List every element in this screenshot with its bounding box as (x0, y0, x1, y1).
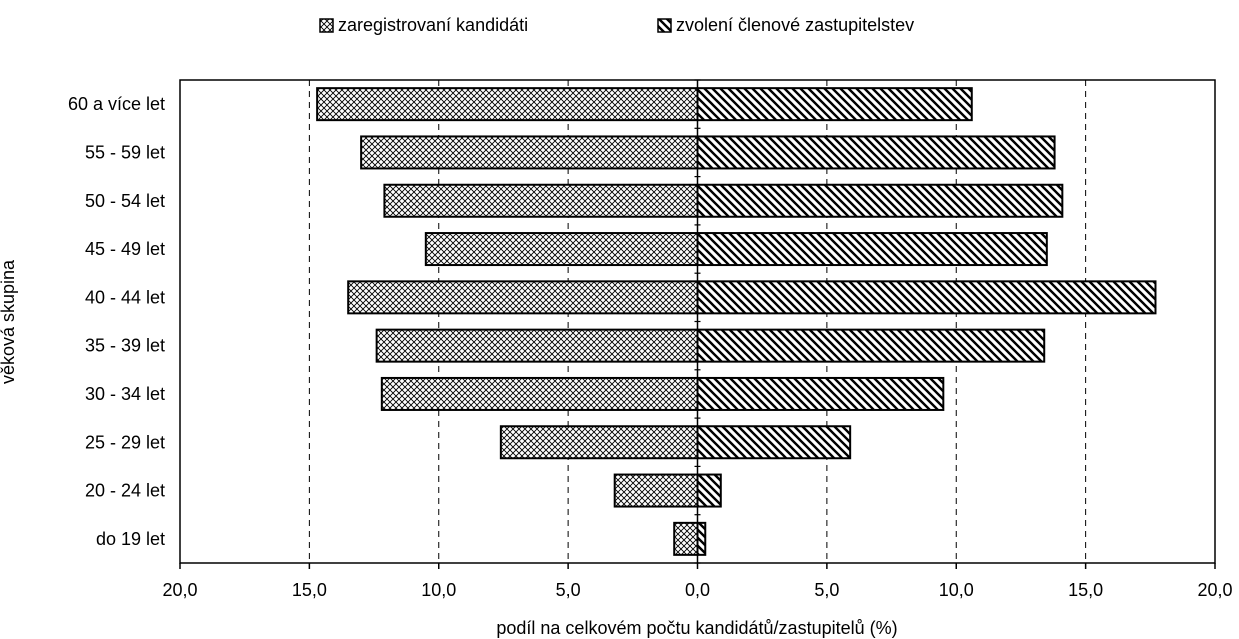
bar-elected-6 (696, 376, 945, 411)
bar-registered-9 (673, 521, 699, 556)
bar-registered-7 (499, 425, 699, 460)
bar-elected-1 (696, 135, 1056, 170)
bar-elected-7 (696, 425, 852, 460)
x-tick-label: 0,0 (685, 580, 710, 600)
y-category-label: 50 - 54 let (85, 191, 165, 211)
x-tick-label: 5,0 (556, 580, 581, 600)
x-tick-label: 15,0 (292, 580, 327, 600)
bars (316, 87, 1157, 556)
bar-registered-4 (347, 280, 699, 315)
y-category-label: 55 - 59 let (85, 142, 165, 162)
y-category-label: 35 - 39 let (85, 336, 165, 356)
legend-label-registered: zaregistrovaní kandidáti (338, 15, 528, 35)
legend: zaregistrovaní kandidáti zvolení členové… (319, 15, 914, 35)
y-category-label: 60 a více let (68, 94, 165, 114)
y-category-label: 40 - 44 let (85, 287, 165, 307)
bar-elected-9 (696, 521, 707, 556)
tick-labels: 20,0 15,0 10,0 5,0 0,0 5,0 10,0 15,0 20,0 60 a ví… (68, 94, 1233, 600)
bar-registered-6 (380, 376, 699, 411)
bar-registered-8 (613, 473, 699, 508)
x-tick-label: 5,0 (814, 580, 839, 600)
x-tick-label: 20,0 (162, 580, 197, 600)
x-tick-label: 20,0 (1197, 580, 1232, 600)
axes (179, 79, 1216, 569)
bar-registered-1 (360, 135, 699, 170)
bar-elected-3 (696, 232, 1048, 267)
y-category-label: do 19 let (96, 529, 165, 549)
bar-elected-8 (696, 473, 722, 508)
bar-elected-0 (696, 87, 973, 122)
y-category-label: 45 - 49 let (85, 239, 165, 259)
bar-registered-5 (375, 328, 699, 363)
x-tick-label: 10,0 (421, 580, 456, 600)
x-tick-label: 10,0 (939, 580, 974, 600)
bar-elected-4 (696, 280, 1157, 315)
x-axis-title: podíl na celkovém počtu kandidátů/zastup… (496, 618, 897, 638)
bar-elected-2 (696, 183, 1064, 218)
bar-registered-3 (424, 232, 699, 267)
y-category-label: 20 - 24 let (85, 481, 165, 501)
legend-label-elected: zvolení členové zastupitelstev (676, 15, 914, 35)
legend-swatch-registered (319, 18, 334, 33)
bar-registered-0 (316, 87, 699, 122)
y-axis-title: věková skupina (0, 259, 18, 384)
x-tick-label: 15,0 (1068, 580, 1103, 600)
y-category-label: 30 - 34 let (85, 384, 165, 404)
legend-swatch-elected (657, 18, 672, 33)
bar-registered-2 (383, 183, 699, 218)
bar-elected-5 (696, 328, 1046, 363)
y-category-label: 25 - 29 let (85, 432, 165, 452)
